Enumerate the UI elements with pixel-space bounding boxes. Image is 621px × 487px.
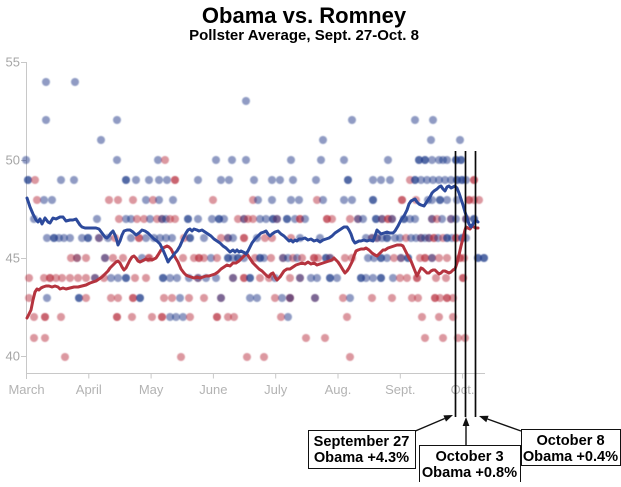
svg-text:40: 40	[6, 349, 20, 364]
svg-text:October 8: October 8	[536, 433, 604, 449]
svg-text:October 3: October 3	[435, 449, 503, 465]
svg-text:September 27: September 27	[314, 434, 410, 450]
svg-text:Pollster Average, Sept. 27-Oct: Pollster Average, Sept. 27-Oct. 8	[189, 27, 419, 44]
svg-text:June: June	[199, 382, 227, 397]
svg-text:Sept.: Sept.	[385, 382, 415, 397]
svg-text:May: May	[139, 382, 164, 397]
svg-text:55: 55	[6, 55, 20, 70]
svg-text:Obama +0.4%: Obama +0.4%	[523, 449, 618, 465]
svg-text:Obama +0.8%: Obama +0.8%	[422, 465, 517, 481]
svg-text:Oct.: Oct.	[451, 382, 475, 397]
svg-text:45: 45	[6, 251, 20, 266]
svg-text:Obama +4.3%: Obama +4.3%	[314, 450, 409, 466]
svg-text:July: July	[264, 382, 288, 397]
svg-text:Aug.: Aug.	[325, 382, 352, 397]
svg-text:50: 50	[6, 153, 20, 168]
svg-text:March: March	[8, 382, 44, 397]
svg-text:April: April	[76, 382, 102, 397]
svg-text:Obama vs. Romney: Obama vs. Romney	[202, 3, 407, 28]
